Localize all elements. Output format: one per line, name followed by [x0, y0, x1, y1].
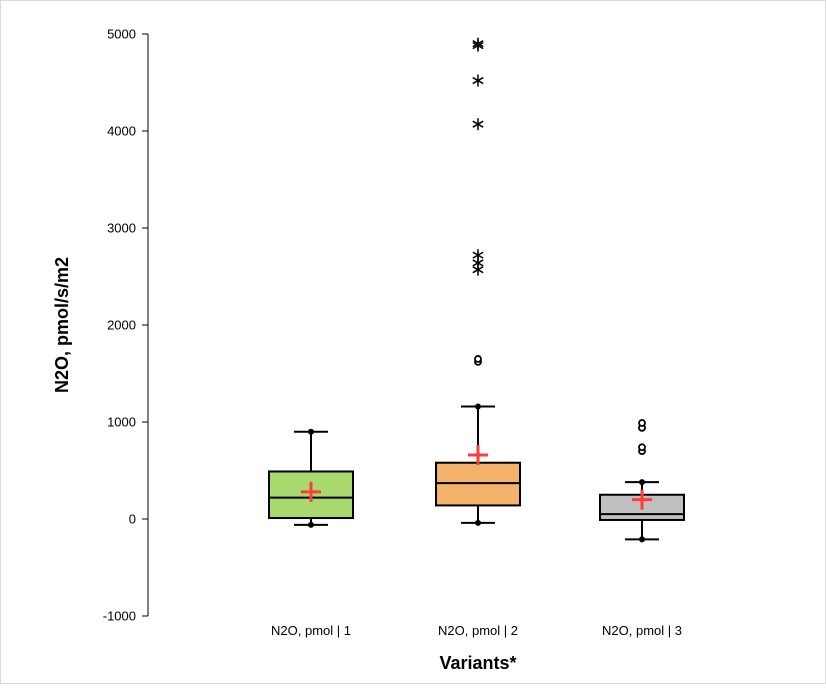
outlier-star-stroke [472, 266, 484, 274]
y-tick-label: 3000 [107, 221, 136, 236]
y-tick-label: 4000 [107, 124, 136, 139]
y-tick-label: 5000 [107, 27, 136, 42]
whisker-high-point [639, 479, 645, 486]
whisker-low-point [639, 536, 645, 543]
y-tick-label: -1000 [103, 609, 136, 624]
outlier-circle [638, 419, 646, 427]
x-category-label: N2O, pmol | 3 [602, 623, 682, 638]
outlier-star [472, 37, 484, 50]
outlier-star [472, 249, 484, 262]
box-group [435, 37, 521, 526]
whisker-high-point [475, 403, 481, 410]
outlier-star-stroke [472, 120, 484, 128]
outlier-star-stroke [472, 76, 484, 85]
box-group [268, 428, 354, 528]
outlier-circle [474, 355, 482, 363]
box-series [268, 37, 685, 543]
x-axis-title: Variants* [439, 653, 516, 673]
box-group [599, 419, 685, 543]
y-axis-title: N2O, pmol/s/m2 [52, 257, 72, 393]
y-tick-label: 1000 [107, 415, 136, 430]
outlier-star-stroke [472, 40, 484, 48]
outlier-star-stroke [472, 259, 484, 267]
whisker-low-point [308, 521, 314, 528]
x-axis-labels: N2O, pmol | 1 N2O, pmol | 2 N2O, pmol | 3 [271, 623, 682, 638]
x-category-label: N2O, pmol | 2 [438, 623, 518, 638]
y-axis: -1000 0 1000 2000 3000 4000 5000 [103, 27, 149, 624]
outlier-star-stroke [472, 251, 484, 259]
y-tick-label: 2000 [107, 318, 136, 333]
outlier-star [472, 118, 484, 131]
whisker-low-point [475, 519, 481, 526]
y-tick-label: 0 [129, 512, 136, 527]
outlier-circle [638, 443, 646, 452]
whisker-high-point [308, 428, 314, 435]
outlier-star [472, 74, 484, 87]
x-category-label: N2O, pmol | 1 [271, 623, 351, 638]
